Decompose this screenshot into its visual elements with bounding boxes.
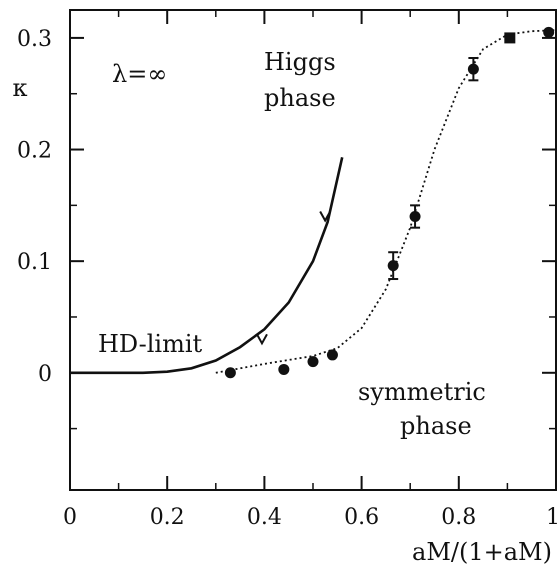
data-point: [326, 349, 338, 361]
x-tick-label: 0: [63, 505, 77, 530]
annotation-hd-limit: HD-limit: [98, 330, 203, 358]
y-tick-label: 0.3: [17, 27, 52, 52]
fit-curve-dotted: [215, 29, 557, 374]
hd-limit-marker: [319, 211, 332, 223]
y-tick-label: 0.1: [17, 250, 52, 275]
data-point: [543, 26, 555, 38]
x-tick-label: 0.2: [150, 505, 185, 530]
x-tick-label: 0.4: [247, 505, 282, 530]
data-point: [409, 211, 421, 223]
hd-limit-marker: [256, 333, 268, 346]
data-point: [278, 363, 290, 375]
data-point: [387, 260, 399, 272]
data-point: [467, 63, 479, 75]
y-tick-label: 0: [38, 362, 52, 387]
data-point-square: [504, 32, 516, 44]
hd-limit-curve: [70, 157, 344, 375]
y-axis-label: κ: [13, 74, 28, 102]
x-tick-label: 0.8: [441, 505, 476, 530]
annotation-higgs-phase: phase: [264, 84, 336, 112]
y-tick-label: 0.2: [17, 139, 52, 164]
data-point: [224, 367, 236, 379]
data-point: [307, 356, 319, 368]
x-tick-label: 1: [546, 505, 560, 530]
x-axis-label: aM/(1+aM): [412, 538, 552, 566]
annotation-symmetric-phase: phase: [400, 412, 472, 440]
annotation-higgs: Higgs: [264, 48, 336, 76]
annotation-symmetric: symmetric: [358, 378, 486, 406]
x-tick-label: 0.6: [344, 505, 379, 530]
annotation-lambda: λ=∞: [112, 60, 167, 88]
